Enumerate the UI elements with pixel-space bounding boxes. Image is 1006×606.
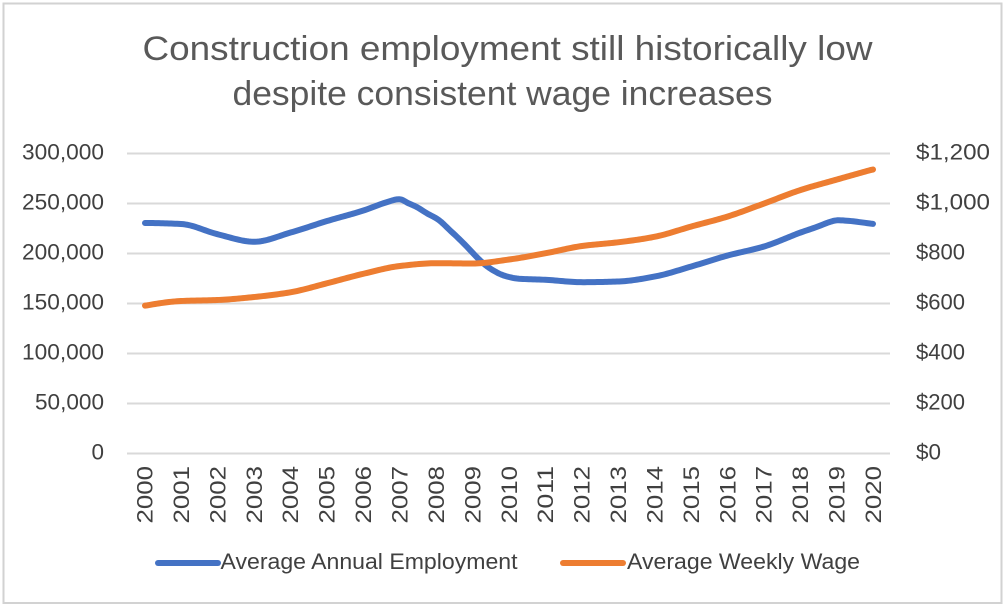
svg-text:2006: 2006 [351, 466, 376, 524]
svg-text:2016: 2016 [715, 466, 740, 524]
svg-text:Average Annual Employment: Average Annual Employment [221, 549, 519, 574]
svg-text:2007: 2007 [388, 466, 413, 524]
svg-text:Construction employment still: Construction employment still historical… [143, 30, 873, 68]
svg-text:$200: $200 [916, 390, 965, 415]
svg-text:$600: $600 [916, 290, 965, 315]
svg-text:$800: $800 [916, 240, 965, 265]
svg-text:2000: 2000 [133, 466, 158, 524]
svg-text:2019: 2019 [825, 466, 850, 524]
svg-text:2009: 2009 [460, 466, 485, 524]
svg-text:2018: 2018 [788, 466, 813, 524]
svg-text:2014: 2014 [642, 466, 667, 524]
svg-text:2003: 2003 [242, 466, 267, 524]
svg-text:2002: 2002 [205, 466, 230, 524]
svg-text:100,000: 100,000 [22, 340, 104, 365]
svg-text:150,000: 150,000 [22, 290, 104, 315]
svg-text:50,000: 50,000 [35, 390, 104, 415]
svg-text:2020: 2020 [861, 466, 886, 524]
svg-text:$0: $0 [916, 440, 941, 465]
svg-text:2010: 2010 [497, 466, 522, 524]
svg-text:2004: 2004 [278, 466, 303, 524]
svg-text:$1,200: $1,200 [916, 140, 990, 165]
svg-text:$1,000: $1,000 [916, 190, 990, 215]
svg-text:2015: 2015 [679, 466, 704, 524]
svg-text:300,000: 300,000 [22, 140, 104, 165]
svg-text:0: 0 [92, 440, 105, 465]
svg-text:Average Weekly Wage: Average Weekly Wage [627, 549, 860, 574]
svg-text:2017: 2017 [752, 466, 777, 524]
svg-text:2008: 2008 [424, 466, 449, 524]
svg-text:250,000: 250,000 [22, 190, 104, 215]
svg-text:2001: 2001 [169, 466, 194, 524]
svg-text:2013: 2013 [606, 466, 631, 524]
svg-text:$400: $400 [916, 340, 965, 365]
svg-text:despite consistent wage increa: despite consistent wage increases [233, 75, 773, 113]
svg-text:2011: 2011 [533, 466, 558, 524]
svg-text:2005: 2005 [315, 466, 340, 524]
svg-text:200,000: 200,000 [22, 240, 104, 265]
svg-text:2012: 2012 [570, 466, 595, 524]
